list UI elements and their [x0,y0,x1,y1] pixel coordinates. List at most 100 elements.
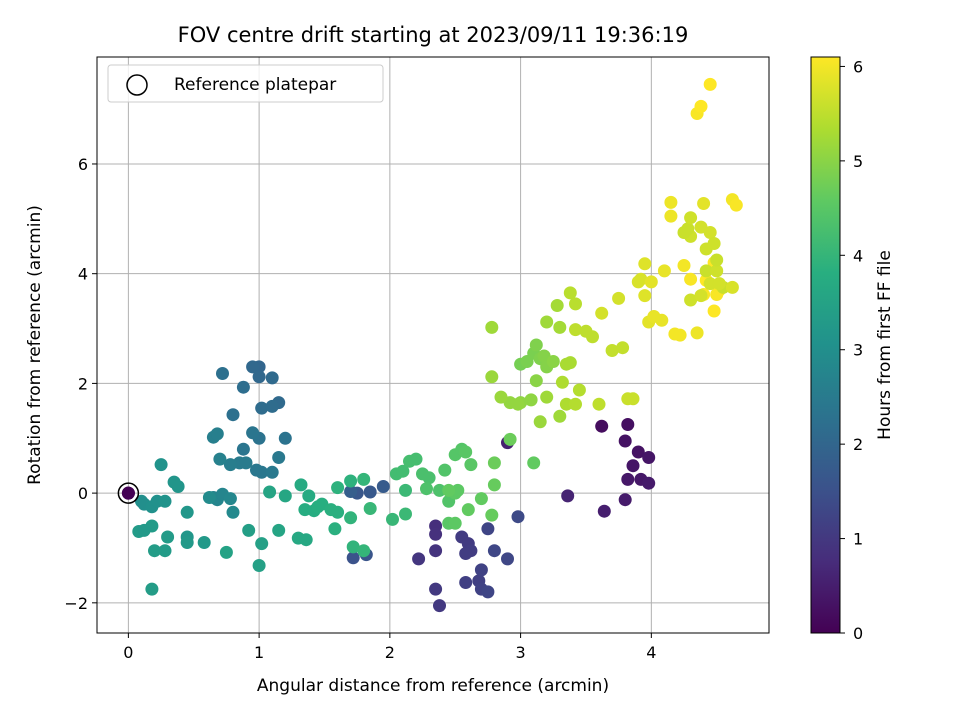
scatter-point [154,458,168,472]
scatter-point [485,370,499,384]
scatter-point [621,472,635,486]
scatter-point [481,522,495,536]
scatter-point [605,344,619,357]
scatter-point [597,504,611,518]
scatter-point [729,198,743,212]
scatter-point [546,355,560,368]
scatter-point [616,341,630,355]
scatter-point [263,485,277,499]
colorbar-label: Hours from first FF file [875,250,895,440]
colorbar-tick-label: 6 [853,57,863,76]
scatter-point [216,367,229,380]
scatter-point [242,523,256,537]
scatter-point [569,297,582,311]
scatter-point [631,445,645,459]
scatter-point [255,401,269,415]
scatter-point [331,505,345,519]
scatter-point [459,445,473,459]
scatter-point [399,483,412,497]
scatter-point [555,375,569,389]
scatter-point [376,480,390,493]
scatter-point [725,280,739,294]
chart-title: FOV centre drift starting at 2023/09/11 … [178,23,689,47]
scatter-point [197,536,211,549]
scatter-point [612,291,626,305]
scatter-point [236,380,250,394]
scatter-point [438,463,452,477]
scatter-point [684,211,698,225]
x-tick-label: 1 [254,643,264,662]
reference-point [121,486,135,500]
x-tick-label: 4 [646,643,656,662]
scatter-point [529,374,543,388]
colorbar-ticks: 0 1 2 3 4 5 6 [840,57,863,643]
colorbar: 0 1 2 3 4 5 6 Hours from first FF file [810,56,895,643]
scatter-point [474,563,488,577]
x-tick-label: 3 [516,643,526,662]
colorbar-tick-label: 1 [853,530,863,549]
scatter-point [357,472,371,486]
reference-marker [117,482,140,504]
scatter-point [707,304,721,318]
scatter-point [592,397,606,411]
scatter-point [145,582,159,596]
scatter-point [563,286,577,300]
scatter-point [474,492,488,506]
scatter-point [664,195,678,209]
scatter-point [299,533,313,547]
scatter-point [433,483,446,497]
legend: Reference platepar [107,64,384,103]
scatter-point [137,523,151,537]
scatter-point [272,523,286,537]
plot-frame [96,56,770,634]
scatter-point [569,397,582,411]
scatter-point [464,458,478,472]
scatter-point [210,427,224,441]
legend-reference-marker-icon [126,74,148,96]
legend-reference-label: Reference platepar [174,75,336,95]
scatter-point [712,277,726,291]
scatter-point [272,451,286,464]
scatter-point [595,419,609,433]
scatter-point [412,552,426,566]
x-tick-label: 0 [123,643,133,662]
scatter-point [563,356,577,370]
scatter-point [677,226,691,239]
scatter-point [255,465,269,479]
scatter-point [161,530,175,544]
colorbar-gradient [810,56,841,634]
scatter-point [346,540,360,554]
scatter-point [239,456,253,470]
scatter-point [642,476,656,490]
y-tick-label: 2 [78,374,88,393]
scatter-point [529,338,543,352]
scatter-point [357,544,371,558]
scatter-point [442,483,456,497]
scatter-point [626,459,640,473]
scatter-point [213,452,227,466]
scatter-point [180,536,194,549]
scatter-point [223,458,237,472]
scatter-point [559,397,573,411]
scatter-point [677,259,691,272]
scatter-point [553,320,567,334]
scatter-point [459,576,473,589]
scatter-point [481,585,495,599]
scatter-point [433,599,446,613]
scatter-point [158,494,172,508]
scatter-point [331,481,345,495]
scatter-point [226,408,240,422]
scatter-point [657,264,671,278]
scatter-point [621,418,635,431]
scatter-point [396,464,410,478]
y-tick-label: 4 [78,265,88,284]
reference-ring [117,482,140,504]
scatter-point [180,505,194,519]
scatter-point [219,545,233,559]
scatter-point [265,465,279,479]
scatter-point [550,299,564,312]
scatter-point [494,390,508,404]
scatter-points [121,77,743,613]
scatter-point [363,485,377,499]
scatter-point [346,551,360,565]
